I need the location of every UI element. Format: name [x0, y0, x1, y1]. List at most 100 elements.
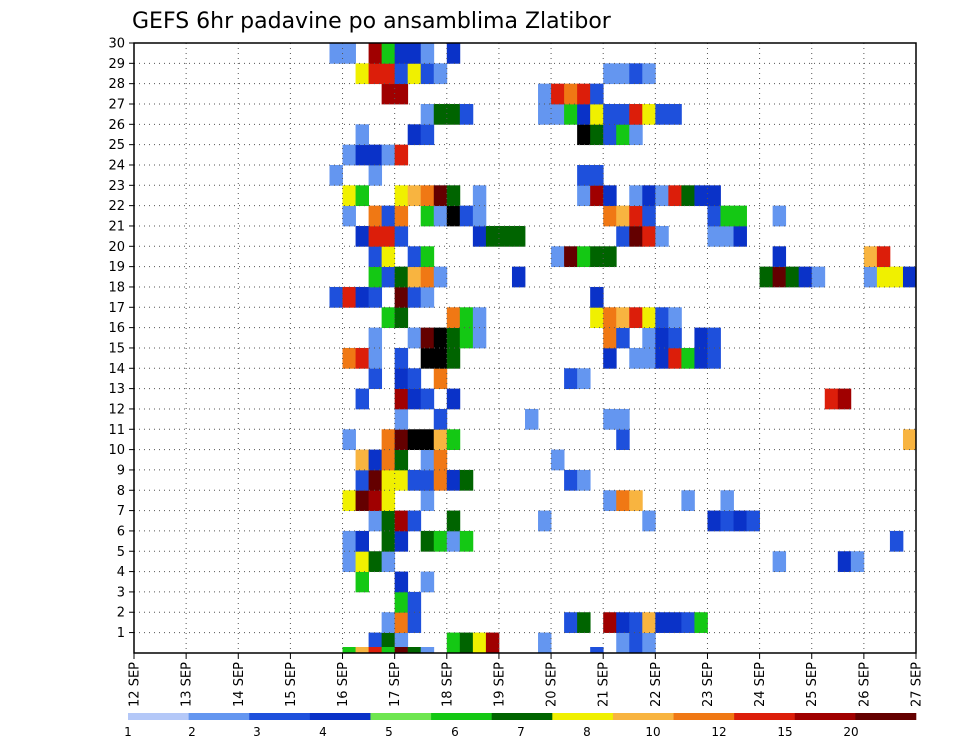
heatmap-cell — [459, 469, 474, 491]
y-tick-label: 28 — [108, 77, 125, 92]
heatmap-cell — [394, 388, 409, 410]
heatmap-cell — [394, 307, 409, 329]
heatmap-cell — [368, 43, 383, 64]
heatmap-cell — [368, 63, 383, 85]
heatmap-cell — [381, 83, 396, 105]
heatmap-cell — [876, 246, 891, 268]
x-tick-label: 25 SEP — [805, 662, 820, 707]
heatmap-cell — [590, 103, 604, 125]
heatmap-cell — [707, 347, 721, 369]
heatmap-cell — [655, 307, 669, 329]
heatmap-cell — [837, 551, 852, 572]
heatmap-cell — [355, 551, 369, 572]
heatmap-cell — [511, 266, 526, 288]
heatmap-cell — [629, 124, 643, 146]
heatmap-cell — [407, 591, 422, 613]
heatmap-cell — [407, 429, 422, 450]
heatmap-cell — [538, 632, 552, 654]
heatmap-cell — [394, 144, 409, 166]
heatmap-cell — [407, 43, 422, 64]
heatmap-cell — [381, 43, 396, 64]
x-tick-label: 26 SEP — [857, 662, 872, 707]
x-axis: 12 SEP 13 SEP 14 SEP 15 SEP 16 SEP 17 SEP 18 S… — [128, 653, 925, 707]
heatmap-cell — [381, 144, 396, 166]
heatmap-cell — [368, 490, 383, 511]
heatmap-cell — [707, 225, 721, 247]
heatmap-cell — [381, 246, 396, 268]
heatmap-cell — [525, 408, 539, 430]
heatmap-cell — [394, 286, 409, 308]
heatmap-cell — [433, 205, 448, 227]
heatmap-cell — [603, 612, 617, 633]
heatmap-cell — [876, 266, 891, 288]
heatmap-cell — [642, 225, 656, 247]
heatmap-cell — [446, 185, 461, 207]
heatmap-cell — [655, 225, 669, 247]
heatmap-cell — [420, 530, 435, 552]
y-tick-label: 23 — [108, 179, 125, 194]
heatmap-cell — [642, 63, 656, 85]
heatmap-cell — [433, 266, 448, 288]
heatmap-cell — [381, 266, 396, 288]
heatmap-cell — [394, 530, 409, 552]
y-tick-label: 15 — [108, 341, 125, 356]
heatmap-cell — [394, 225, 409, 247]
colorbar-swatch — [128, 713, 189, 720]
x-tick-label: 18 SEP — [440, 662, 455, 707]
heatmap-cell — [850, 551, 865, 572]
heatmap-cell — [720, 225, 734, 247]
heatmap-cell — [616, 327, 630, 349]
heatmap-cell — [642, 632, 656, 654]
heatmap-cell — [342, 185, 356, 207]
colorbar-label: 2 — [188, 725, 196, 739]
heatmap-cell — [590, 124, 604, 146]
colorbar-swatch — [431, 713, 492, 720]
heatmap-cell — [368, 510, 383, 532]
colorbar-label: 20 — [843, 725, 858, 739]
heatmap-cell — [668, 347, 682, 369]
heatmap-cell — [420, 647, 435, 653]
heatmap-cell — [603, 246, 617, 268]
heatmap-cell — [863, 266, 878, 288]
x-tick-label: 22 SEP — [649, 662, 664, 707]
heatmap-cell — [433, 429, 448, 450]
y-tick-label: 8 — [117, 484, 125, 499]
heatmap-cell — [720, 205, 734, 227]
heatmap-cell — [433, 63, 448, 85]
y-tick-label: 4 — [117, 565, 125, 580]
heatmap-cell — [538, 510, 552, 532]
colorbar-swatch — [673, 713, 735, 720]
heatmap-cell — [564, 83, 578, 105]
heatmap-cell — [329, 43, 343, 64]
colorbar-swatch — [370, 713, 432, 720]
heatmap-cell — [603, 103, 617, 125]
heatmap-cell — [433, 103, 448, 125]
heatmap-cell — [342, 490, 356, 511]
heatmap-cell — [355, 571, 369, 593]
heatmap-cell — [759, 266, 774, 288]
heatmap-cell — [603, 327, 617, 349]
heatmap-cell — [394, 83, 409, 105]
heatmap-cell — [681, 347, 695, 369]
heatmap-cell — [485, 632, 500, 654]
heatmap-cell — [629, 185, 643, 207]
heatmap-cell — [655, 347, 669, 369]
heatmap-cell — [498, 225, 513, 247]
colorbar-label: 7 — [517, 725, 525, 739]
heatmap-cell — [394, 612, 409, 633]
heatmap-cell — [590, 286, 604, 308]
heatmap-cell — [603, 408, 617, 430]
heatmap-cell — [433, 469, 448, 491]
heatmap-cell — [342, 551, 356, 572]
heatmap-cell — [368, 368, 383, 390]
heatmap-cell — [368, 164, 383, 186]
heatmap-cell — [694, 612, 708, 633]
heatmap-cell — [420, 185, 435, 207]
heatmap-cell — [420, 388, 435, 410]
colorbar-label: 10 — [645, 725, 660, 739]
heatmap-cell — [446, 205, 461, 227]
heatmap-cell — [394, 469, 409, 491]
colorbar-label: 1 — [124, 725, 132, 739]
colorbar-swatch — [188, 713, 250, 720]
